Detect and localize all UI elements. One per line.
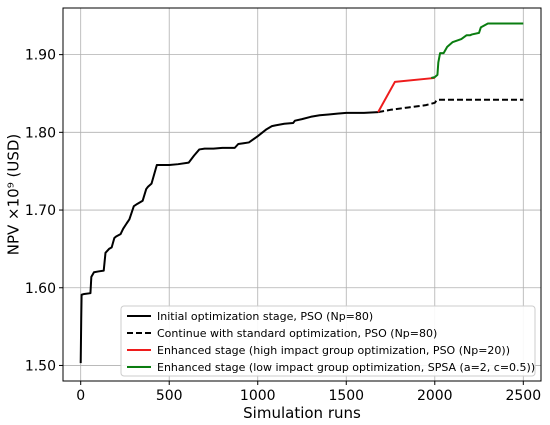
legend-box (120, 305, 536, 377)
x-tick-label: 2000 (417, 388, 453, 404)
series-lines (79, 22, 524, 364)
legend-label-1: Initial optimization stage, PSO (Np=80) (157, 310, 373, 323)
y-tick-label: 1.60 (25, 281, 56, 297)
x-tick-label: 1000 (240, 388, 276, 404)
series-line-3 (377, 76, 435, 113)
series-line-4 (431, 22, 524, 79)
plot-frame (62, 7, 542, 382)
axis-ticks: 0 500 1000 1500 2000 2500 1.50 1.60 1.70 1.80 1.90 (25, 48, 541, 404)
legend-label-3: Enhanced stage (high impact group optimi… (157, 344, 510, 357)
legend: Initial optimization stage, PSO (Np=80) C… (120, 305, 536, 377)
y-axis-label: NPV ×10⁹ (USD) (5, 134, 23, 256)
x-tick-label: 500 (156, 388, 183, 404)
x-axis-label: Simulation runs (243, 404, 361, 422)
y-tick-label: 1.90 (25, 48, 56, 64)
grid (63, 8, 541, 381)
legend-label-4: Enhanced stage (low impact group optimiz… (157, 361, 535, 374)
series-line-1 (79, 111, 379, 364)
y-tick-label: 1.70 (25, 203, 56, 219)
x-tick-label: 2500 (505, 388, 541, 404)
legend-label-2: Continue with standard optimization, PSO… (157, 327, 437, 340)
series-line-2 (377, 98, 524, 114)
x-tick-label: 1500 (328, 388, 364, 404)
y-tick-label: 1.50 (25, 358, 56, 374)
x-tick-label: 0 (76, 388, 85, 404)
y-tick-label: 1.80 (25, 125, 56, 141)
